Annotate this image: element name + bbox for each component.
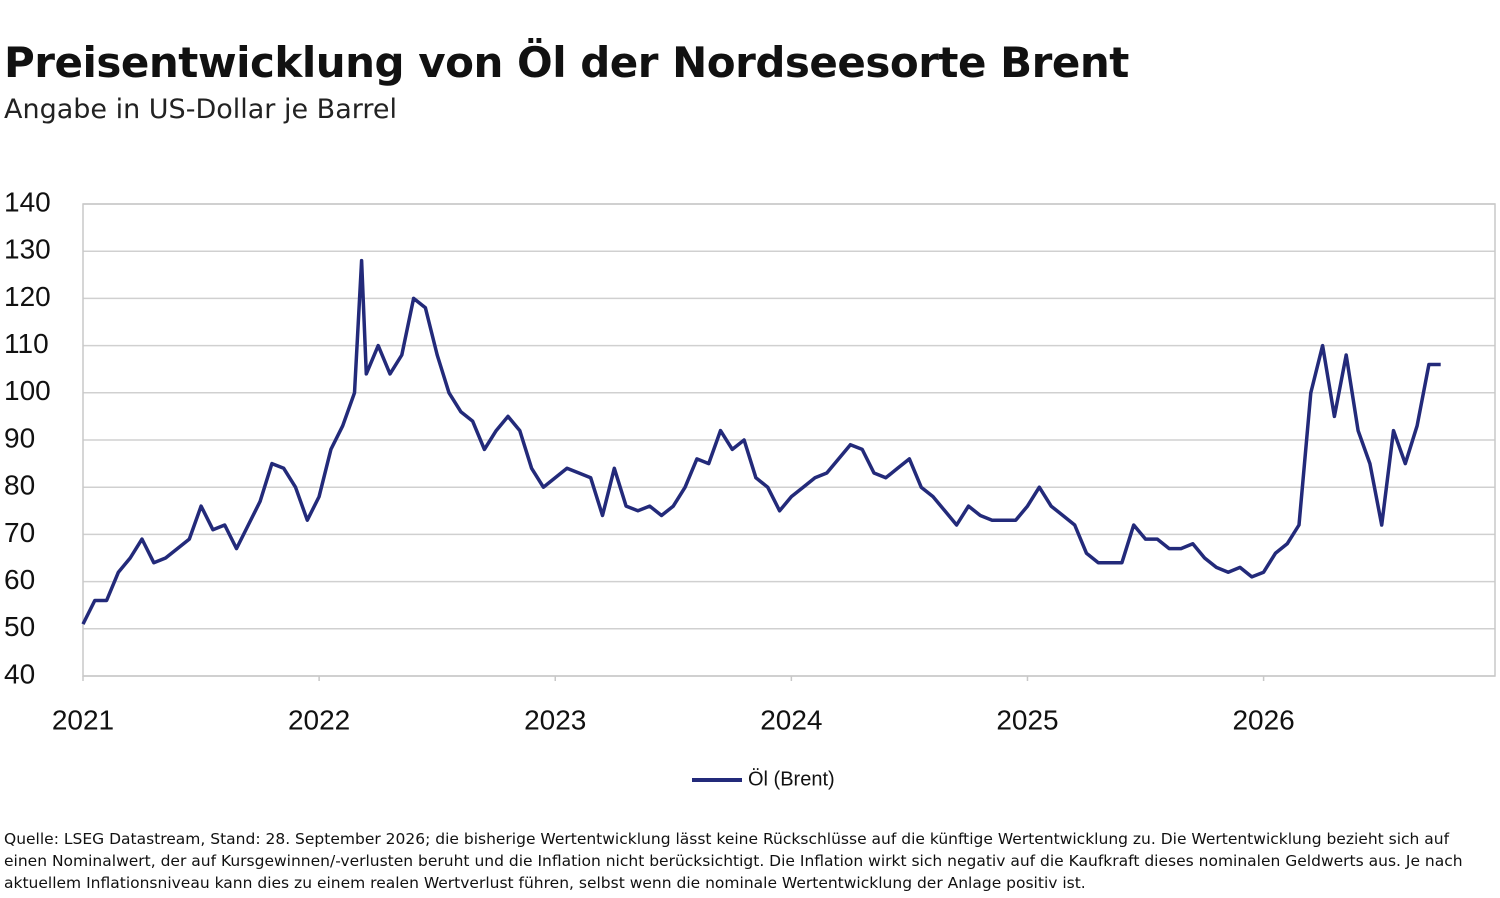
x-tick-label: 2025 <box>996 704 1058 735</box>
y-tick-label: 80 <box>4 470 35 501</box>
legend-label: Öl (Brent) <box>748 768 835 790</box>
x-tick-label: 2022 <box>288 704 350 735</box>
y-tick-label: 50 <box>4 611 35 642</box>
x-tick-label: 2026 <box>1232 704 1294 735</box>
chart-subtitle: Angabe in US-Dollar je Barrel <box>4 94 397 125</box>
x-tick-label: 2021 <box>52 704 114 735</box>
x-tick-label: 2023 <box>524 704 586 735</box>
y-tick-label: 110 <box>4 328 49 359</box>
y-tick-label: 140 <box>4 186 51 217</box>
plot-frame <box>82 203 1496 677</box>
x-tick-label: 2024 <box>760 704 822 735</box>
chart: 40 50 60 70 80 90 100 110 120 130 140 2021 2022 2023 2… <box>4 186 1496 790</box>
data-line <box>81 258 1441 625</box>
chart-title: Preisentwicklung von Öl der Nordseesorte… <box>4 38 1129 87</box>
y-tick-label: 90 <box>4 422 35 453</box>
y-tick-label: 130 <box>4 234 51 265</box>
y-tick-label: 100 <box>4 375 51 406</box>
y-tick-label: 60 <box>4 564 35 595</box>
y-tick-label: 70 <box>4 517 35 548</box>
y-tick-label: 120 <box>4 281 51 312</box>
footnote: Quelle: LSEG Datastream, Stand: 28. Sept… <box>4 830 1463 892</box>
y-tick-label: 40 <box>4 658 35 689</box>
